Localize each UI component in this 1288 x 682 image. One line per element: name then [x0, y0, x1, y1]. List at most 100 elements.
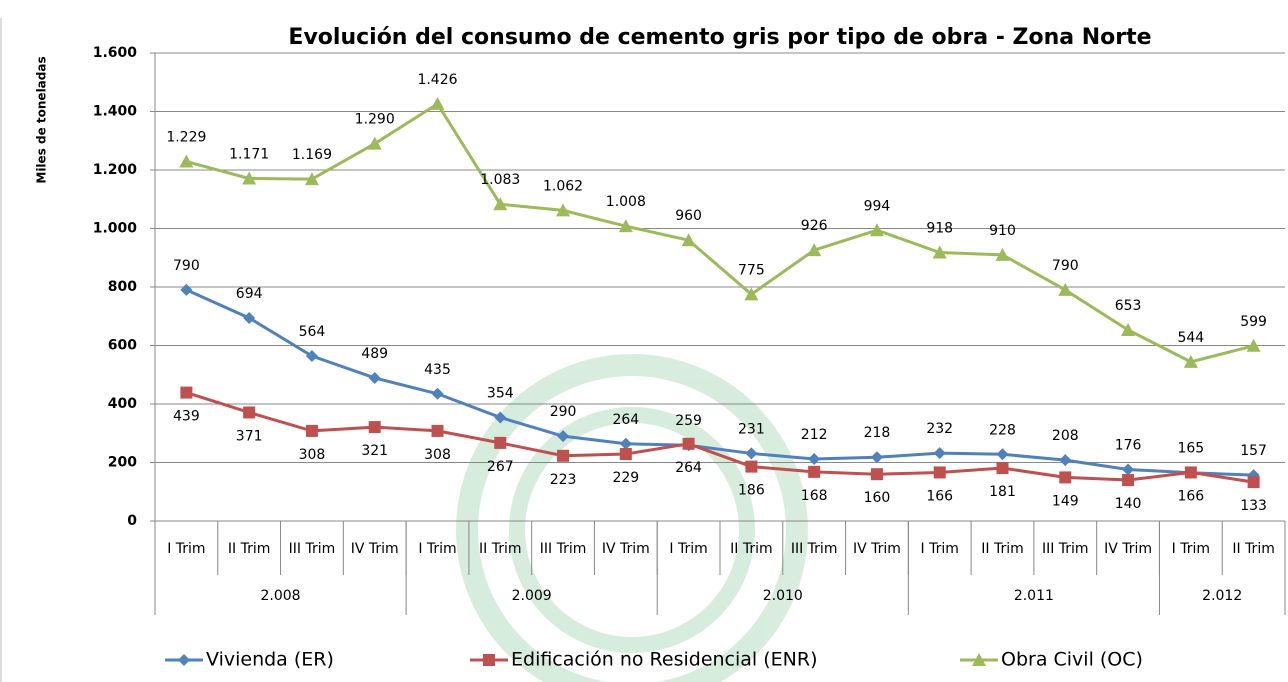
x-tick-label: II Trim — [1232, 541, 1275, 557]
marker — [1247, 476, 1260, 489]
group-label: 2.008 — [261, 588, 301, 604]
marker — [556, 203, 571, 217]
marker — [494, 411, 507, 424]
data-label: 231 — [738, 421, 765, 437]
series-line — [185, 288, 1254, 477]
y-tick-label: 600 — [108, 338, 137, 354]
x-tick-label: III Trim — [289, 541, 336, 557]
marker — [1246, 338, 1261, 352]
data-label: 176 — [1115, 438, 1142, 454]
data-label: 264 — [612, 412, 639, 428]
marker — [367, 136, 382, 150]
marker — [368, 421, 381, 434]
marker — [431, 387, 444, 400]
marker — [557, 449, 570, 462]
group-label: 2.011 — [1014, 588, 1054, 604]
data-label: 264 — [675, 460, 702, 476]
marker — [996, 462, 1009, 475]
data-label: 218 — [864, 425, 891, 441]
data-label: 308 — [299, 447, 326, 463]
marker — [972, 653, 986, 666]
data-label: 435 — [424, 362, 451, 378]
marker — [1121, 322, 1136, 336]
marker — [305, 350, 318, 363]
data-label: 157 — [1240, 443, 1267, 459]
marker — [681, 233, 696, 247]
x-tick-label: IV Trim — [351, 541, 399, 557]
y-tick-label: 400 — [108, 396, 137, 412]
data-label: 1.171 — [229, 146, 269, 162]
data-label: 599 — [1240, 314, 1267, 330]
marker — [618, 219, 633, 233]
legend-label: Edificación no Residencial (ENR) — [511, 649, 817, 671]
group-label: 2.009 — [512, 588, 552, 604]
marker — [869, 223, 884, 237]
data-label: 1.169 — [292, 147, 332, 163]
x-tick-label: I Trim — [1172, 541, 1210, 557]
data-label: 168 — [801, 488, 828, 504]
marker — [870, 468, 883, 481]
marker — [682, 437, 695, 450]
data-label: 1.229 — [166, 130, 206, 146]
y-axis-label: Miles de toneladas — [35, 56, 49, 183]
marker — [808, 465, 821, 478]
x-tick-label: II Trim — [228, 541, 271, 557]
data-label: 790 — [1052, 258, 1079, 274]
marker — [932, 245, 947, 259]
marker — [1059, 454, 1072, 467]
legend-label: Vivienda (ER) — [206, 649, 334, 671]
marker — [304, 172, 319, 186]
marker — [1058, 282, 1073, 296]
marker — [933, 466, 946, 479]
data-label: 1.008 — [606, 194, 646, 210]
x-tick-label: III Trim — [1042, 541, 1089, 557]
marker — [431, 424, 444, 437]
marker — [870, 451, 883, 464]
data-label: 165 — [1177, 441, 1204, 457]
marker — [180, 283, 193, 296]
data-label: 321 — [361, 443, 388, 459]
marker — [557, 430, 570, 443]
x-tick-label: IV Trim — [602, 541, 650, 557]
data-label: 1.083 — [480, 172, 520, 188]
marker — [180, 386, 193, 399]
data-label: 208 — [1052, 428, 1079, 444]
data-label: 290 — [550, 404, 577, 420]
data-label: 133 — [1240, 498, 1267, 514]
marker — [996, 448, 1009, 461]
marker — [368, 371, 381, 384]
x-tick-label: III Trim — [540, 541, 587, 557]
x-tick-label: I Trim — [167, 541, 205, 557]
y-tick-label: 1.400 — [93, 104, 138, 120]
marker — [745, 447, 758, 460]
marker — [619, 437, 632, 450]
data-label: 1.426 — [417, 72, 457, 88]
chart-title: Evolución del consumo de cemento gris po… — [288, 25, 1151, 50]
y-tick-label: 0 — [127, 513, 137, 529]
marker — [1183, 354, 1198, 368]
watermark — [456, 354, 808, 682]
data-label: 181 — [989, 484, 1016, 500]
marker — [494, 436, 507, 449]
marker — [179, 154, 194, 168]
marker — [807, 243, 822, 257]
marker — [744, 287, 759, 301]
marker — [305, 424, 318, 437]
data-label: 1.290 — [355, 112, 395, 128]
marker — [1122, 463, 1135, 476]
data-label: 160 — [864, 490, 891, 506]
marker — [178, 654, 190, 666]
data-label: 166 — [926, 488, 953, 504]
data-label: 653 — [1115, 298, 1142, 314]
data-label: 229 — [612, 470, 639, 486]
data-label: 994 — [864, 198, 891, 214]
data-label: 564 — [299, 324, 326, 340]
marker — [483, 654, 495, 666]
data-label: 259 — [675, 413, 702, 429]
data-label: 910 — [989, 223, 1016, 239]
data-label: 212 — [801, 427, 828, 443]
x-tick-label: IV Trim — [853, 541, 901, 557]
data-label: 308 — [424, 447, 451, 463]
y-tick-label: 800 — [108, 279, 137, 295]
